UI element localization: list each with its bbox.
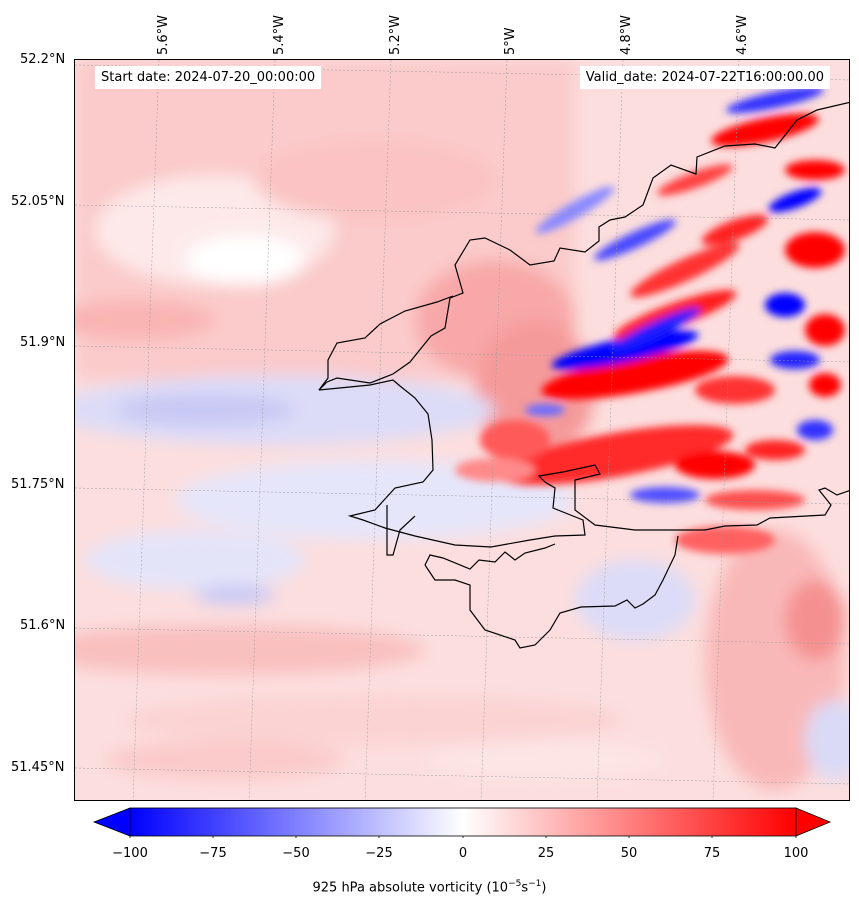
smooth-field [75, 60, 849, 790]
colorbar-tick: 25 [537, 846, 555, 861]
colorbar-tick: −25 [365, 846, 393, 861]
colorbar-tick: 75 [703, 846, 721, 861]
lat-label: 51.9°N [20, 335, 66, 350]
colorbar-tick: 0 [458, 846, 468, 861]
lon-label: 4.6°W [735, 14, 750, 55]
lon-label: 4.8°W [619, 14, 634, 55]
lon-label: 5.4°W [272, 14, 287, 55]
lon-label: 5°W [503, 27, 518, 55]
graticule [75, 60, 849, 800]
start-date-label: Start date: 2024-07-20_00:00:00 [95, 66, 322, 89]
colorbar-tick: −75 [199, 846, 227, 861]
colorbar-gradient [129, 807, 797, 837]
lat-label: 51.75°N [11, 477, 65, 492]
colorbar-tick: 50 [620, 846, 638, 861]
lon-label: 5.2°W [388, 14, 403, 55]
intense-vortices [455, 86, 845, 554]
colorbar-min-arrow [92, 807, 131, 837]
colorbar-label: 925 hPa absolute vorticity (10−5s−1) [312, 879, 547, 896]
valid-date-label: Valid_date: 2024-07-22T16:00:00.00 [579, 66, 830, 89]
vorticity-field [75, 60, 849, 800]
colorbar-tick: −50 [282, 846, 310, 861]
lat-label: 52.05°N [11, 194, 65, 209]
colorbar [92, 807, 832, 838]
colorbar-tick: 100 [783, 846, 809, 861]
lon-label: 5.6°W [156, 14, 171, 55]
lat-label: 52.2°N [20, 52, 66, 67]
lat-label: 51.45°N [11, 760, 65, 775]
map-panel [74, 59, 850, 801]
lat-label: 51.6°N [20, 618, 66, 633]
colorbar-max-arrow [795, 807, 832, 837]
coastline [318, 101, 849, 649]
colorbar-tick: −100 [112, 846, 148, 861]
